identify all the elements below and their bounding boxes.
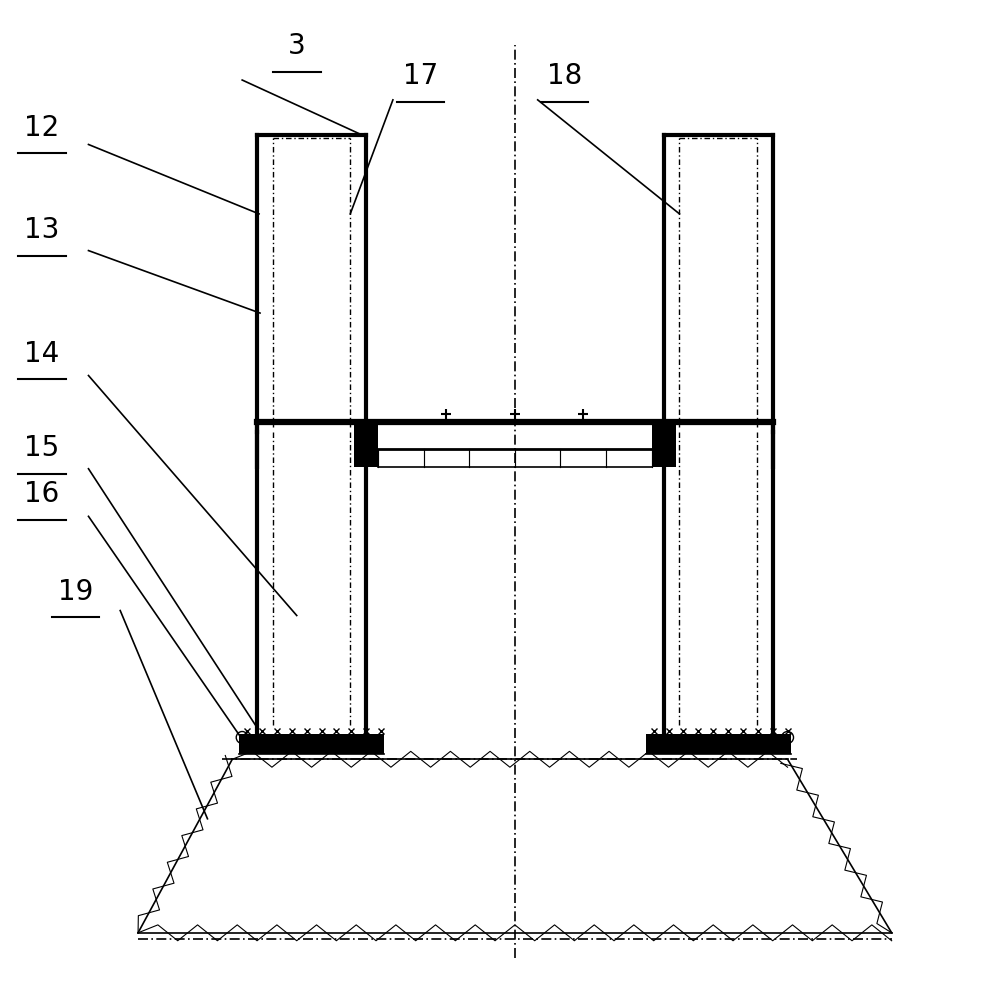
Bar — [652, 422, 676, 467]
Bar — [354, 422, 378, 467]
Text: 12: 12 — [24, 113, 60, 142]
Text: 14: 14 — [24, 340, 60, 367]
Text: 15: 15 — [24, 434, 60, 462]
Text: 18: 18 — [547, 62, 582, 90]
Text: 3: 3 — [288, 32, 306, 61]
Text: 17: 17 — [403, 62, 438, 90]
Bar — [239, 735, 384, 755]
Bar — [646, 735, 791, 755]
Text: 13: 13 — [24, 215, 60, 243]
Text: 16: 16 — [24, 481, 60, 508]
Text: 19: 19 — [58, 578, 93, 606]
